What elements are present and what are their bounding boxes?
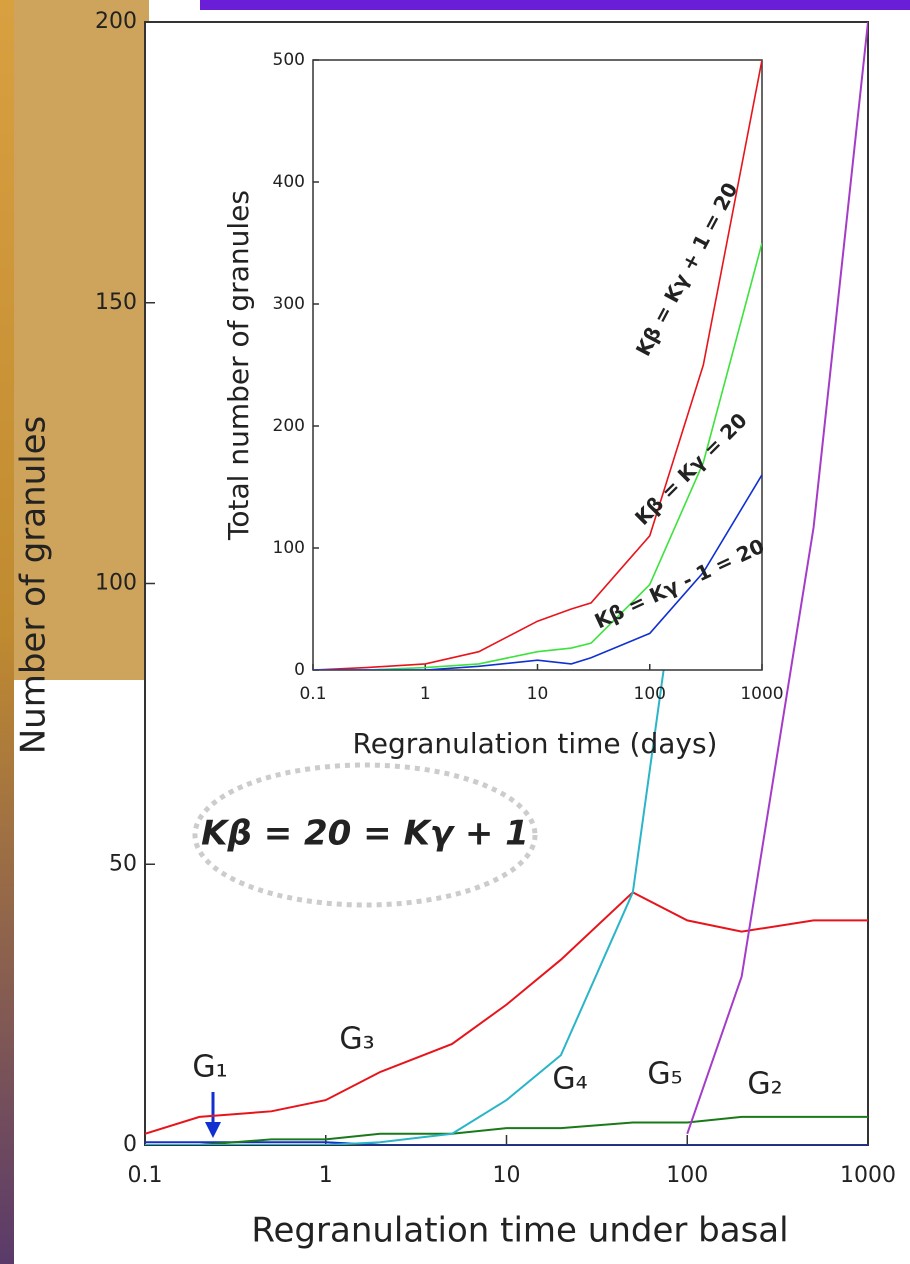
y-tick-label: 100 <box>273 538 305 558</box>
top-bar <box>200 0 910 10</box>
y-axis-label: Total number of granules <box>222 190 255 541</box>
annotation: Kβ = 20 = Kγ + 1 <box>201 814 529 854</box>
side-strip <box>0 0 14 1264</box>
y-tick-label: 400 <box>273 172 305 192</box>
x-axis-label: Regranulation time under basal <box>251 1211 788 1251</box>
series-line <box>145 1115 868 1145</box>
x-tick-label: 1000 <box>740 684 783 704</box>
series-label: G₅ <box>647 1057 682 1092</box>
x-tick-label: 100 <box>634 684 666 704</box>
x-tick-label: 0.1 <box>299 684 326 704</box>
series-group <box>145 22 868 1145</box>
y-tick-label: 0 <box>294 660 305 680</box>
g1-arrowhead <box>205 1122 221 1138</box>
texture-panel <box>14 0 149 680</box>
y-tick-label: 300 <box>273 294 305 314</box>
series-label: G₂ <box>747 1067 782 1102</box>
y-tick-label: 200 <box>95 9 137 34</box>
x-axis-label: Regranulation time (days) <box>353 727 718 760</box>
x-tick-label: 100 <box>666 1163 708 1188</box>
series-line <box>313 60 762 670</box>
x-tick-label: 0.1 <box>128 1163 163 1188</box>
series-label: G₁ <box>192 1050 227 1085</box>
series-line <box>145 78 743 1145</box>
series-line <box>313 474 762 670</box>
y-tick-label: 100 <box>95 571 137 596</box>
y-tick-label: 50 <box>109 851 137 876</box>
series-label: G₃ <box>339 1022 374 1057</box>
x-tick-label: 1 <box>319 1163 333 1188</box>
y-tick-label: 150 <box>95 290 137 315</box>
series-group <box>313 60 762 670</box>
y-tick-label: 500 <box>273 50 305 70</box>
series-label: G₄ <box>552 1062 587 1097</box>
series-line <box>145 1141 868 1145</box>
highlight-ellipse <box>192 762 538 908</box>
x-tick-label: 10 <box>493 1163 521 1188</box>
y-tick-label: 0 <box>123 1132 137 1157</box>
x-tick-label: 1000 <box>840 1163 896 1188</box>
x-tick-label: 10 <box>527 684 549 704</box>
x-tick-label: 1 <box>420 684 431 704</box>
inset-area <box>312 59 763 671</box>
series-line <box>313 242 762 670</box>
series-line <box>145 891 868 1135</box>
series-line <box>686 22 868 1135</box>
y-tick-label: 200 <box>273 416 305 436</box>
y-axis-label: Number of granules <box>14 416 54 755</box>
